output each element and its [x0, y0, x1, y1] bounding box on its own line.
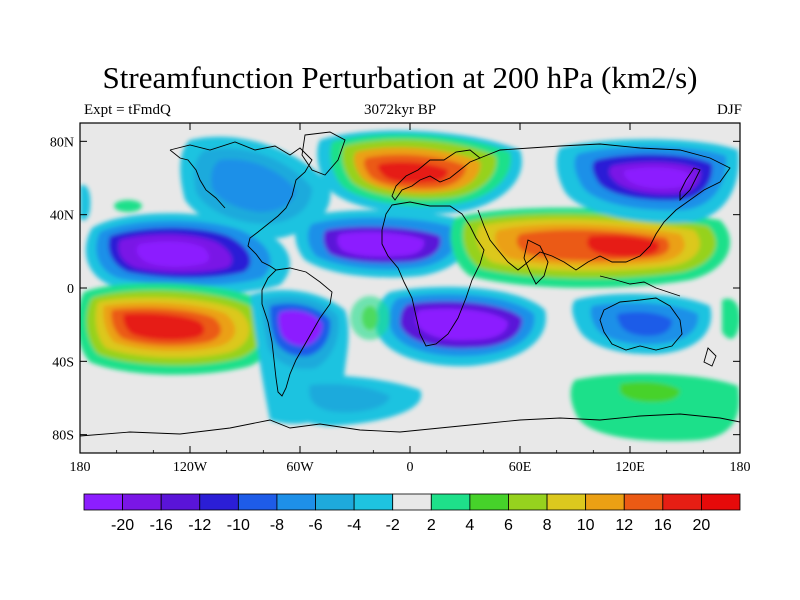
colorbar-swatch [662, 493, 702, 511]
field-band [136, 241, 210, 267]
coastline-india [523, 239, 549, 285]
lat-tick-label: 0 [67, 282, 74, 297]
lat-tick-label: 80N [50, 135, 74, 150]
colorbar-label: -10 [227, 517, 250, 534]
field-band [80, 185, 91, 221]
coastline-new-zealand [703, 347, 717, 367]
field-band [114, 200, 142, 212]
lon-tick-label: 180 [70, 460, 91, 475]
colorbar-label: -6 [308, 517, 322, 534]
field-band [617, 312, 672, 336]
colorbar-label: 20 [693, 517, 711, 534]
field-band [620, 382, 680, 402]
colorbar-swatch [585, 493, 625, 511]
colorbar-swatch [83, 493, 123, 511]
colorbar-label: -8 [270, 517, 284, 534]
lat-tick-label: 40N [50, 209, 74, 224]
lat-tick-label: 80S [52, 429, 74, 444]
field-band [350, 296, 390, 340]
longitude-axis: 180 120W 60W 0 60E 120E 180 [70, 123, 751, 475]
colorbar: -20 -16 -12 -10 -8 -6 -4 -2 2 4 6 8 10 12 16 20 [83, 493, 741, 534]
colorbar-swatch [122, 493, 162, 511]
field-band [278, 310, 322, 346]
field-band [587, 235, 660, 257]
colorbar-label: 2 [427, 517, 436, 534]
coastline-japan [679, 167, 701, 202]
colorbar-swatch [160, 493, 201, 511]
coastline-indonesia [599, 275, 681, 297]
colorbar-label: 16 [654, 517, 672, 534]
lon-tick-label: 60E [509, 460, 532, 475]
colorbar-label: 6 [504, 517, 513, 534]
colorbar-swatch [199, 493, 239, 511]
coastline-greenland [301, 131, 346, 176]
streamfunction-field [80, 130, 740, 442]
season-label: DJF [716, 102, 742, 118]
field-band [623, 167, 690, 189]
colorbar-label: 12 [615, 517, 633, 534]
colorbar-label: 4 [465, 517, 474, 534]
coastline-asia [477, 143, 731, 271]
colorbar-swatch [276, 493, 316, 511]
colorbar-label: -4 [347, 517, 361, 534]
field-band [211, 159, 296, 212]
colorbar-swatch [701, 493, 741, 511]
colorbar-label: 8 [543, 517, 552, 534]
colorbar-swatch [546, 493, 587, 511]
colorbar-swatch [430, 493, 471, 511]
coastline-north-america [169, 141, 313, 271]
field-band [309, 384, 390, 413]
colorbar-swatch [353, 493, 394, 511]
colorbar-label: -2 [386, 517, 400, 534]
coastline-australia [599, 297, 683, 351]
colorbar-label: -20 [111, 517, 134, 534]
experiment-label: Expt = tFmdQ [84, 102, 171, 118]
figure-title: Streamfunction Perturbation at 200 hPa (… [102, 60, 698, 95]
coastlines [80, 131, 740, 437]
coastline-africa [381, 201, 485, 347]
colorbar-swatch [508, 493, 548, 511]
lon-tick-label: 120E [615, 460, 645, 475]
colorbar-swatch [237, 493, 278, 511]
lon-tick-label: 120W [173, 460, 208, 475]
colorbar-label: 10 [577, 517, 595, 534]
colorbar-swatch [469, 493, 509, 511]
colorbar-label: -12 [188, 517, 211, 534]
field-band [722, 298, 740, 339]
coastline-south-america [261, 267, 333, 397]
colorbar-label: -16 [150, 517, 173, 534]
field-band [123, 313, 205, 341]
colorbar-swatch [315, 493, 355, 511]
time-label: 3072kyr BP [363, 102, 437, 118]
colorbar-swatch [392, 493, 432, 511]
lon-tick-label: 180 [730, 460, 751, 475]
lon-tick-label: 0 [407, 460, 414, 475]
field-band [570, 373, 740, 442]
field-band [337, 232, 425, 257]
field-band [416, 308, 508, 341]
coastline-antarctica [80, 413, 740, 437]
colorbar-swatch [623, 493, 664, 511]
lon-tick-label: 60W [286, 460, 314, 475]
latitude-axis: 80N 40N 0 40S 80S [50, 135, 740, 444]
lat-tick-label: 40S [52, 355, 74, 370]
